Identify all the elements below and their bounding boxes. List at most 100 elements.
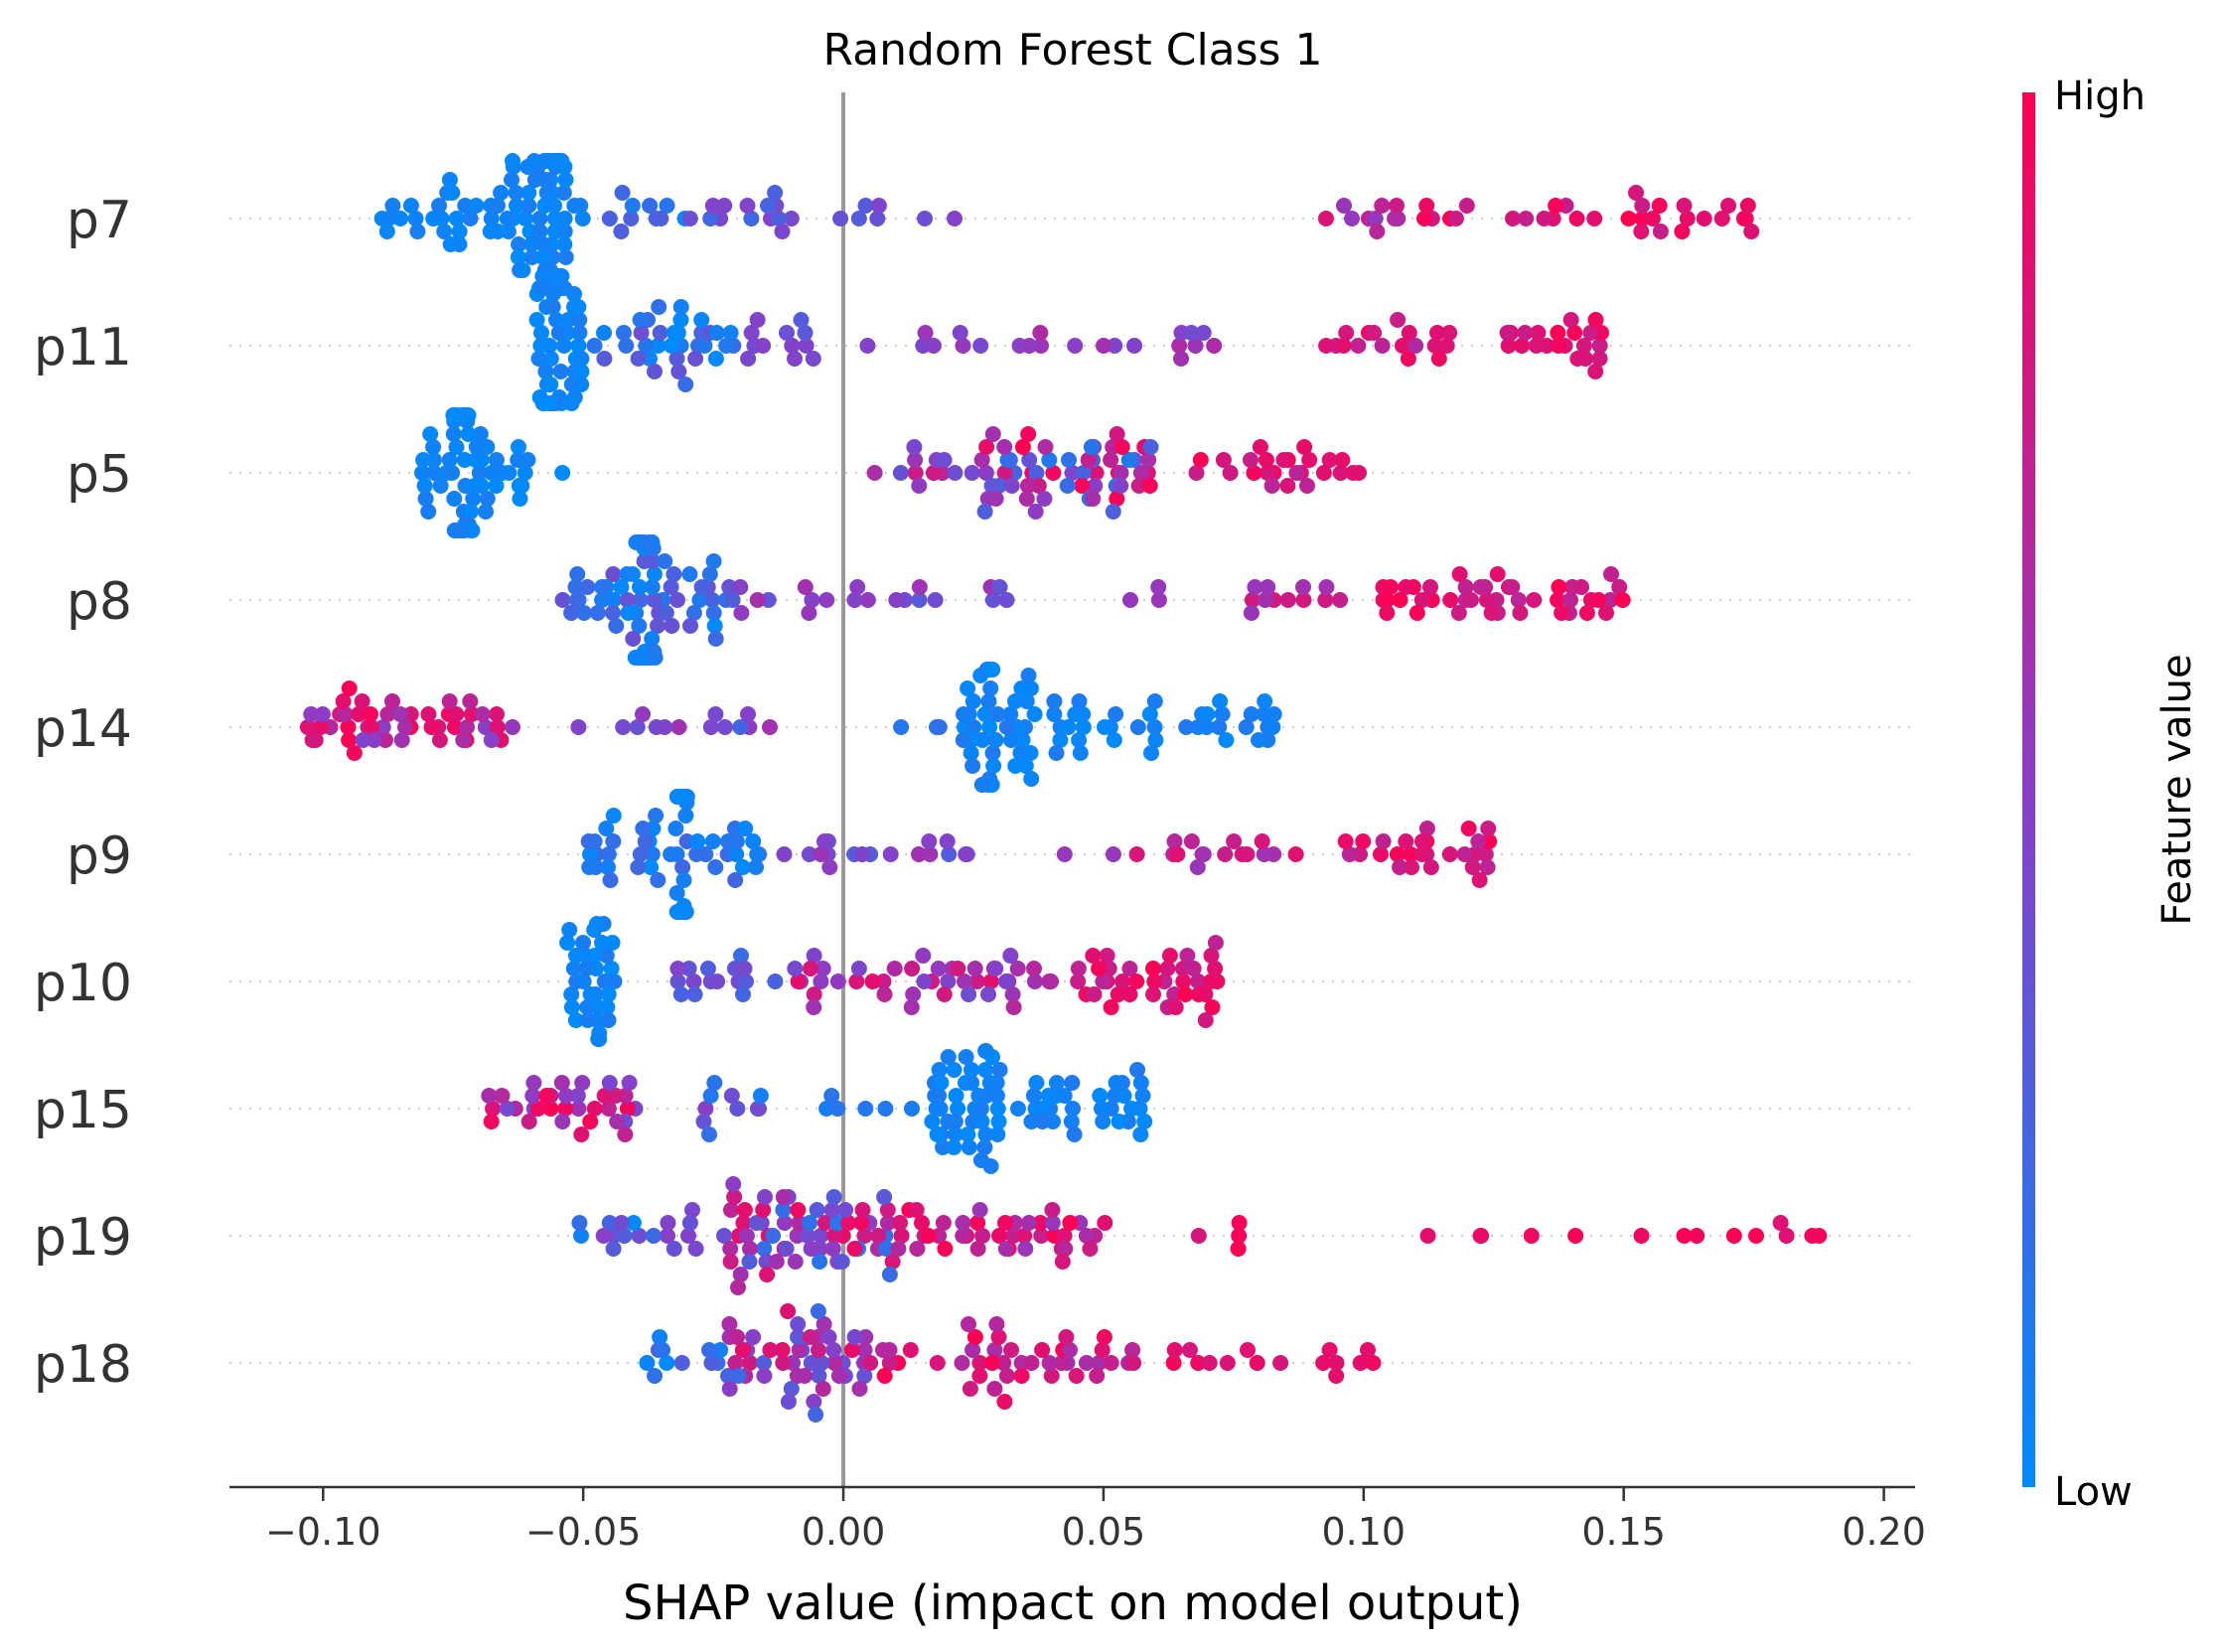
shap-point-p10 (1043, 974, 1059, 989)
shap-point-p7 (556, 224, 573, 239)
shap-point-p19 (935, 1215, 952, 1231)
shap-point-p15 (989, 1101, 1006, 1117)
shap-point-p18 (830, 1368, 847, 1384)
shap-point-p9 (1470, 833, 1487, 849)
shap-point-p11 (1550, 338, 1566, 354)
shap-point-p11 (1096, 338, 1112, 354)
shap-point-p9 (667, 821, 684, 836)
shap-point-p7 (520, 198, 537, 214)
shap-point-p11 (1562, 312, 1579, 328)
shap-point-p15 (1028, 1075, 1045, 1091)
shap-point-p19 (616, 1228, 633, 1244)
shap-point-p15 (1065, 1101, 1081, 1117)
shap-point-p7 (767, 185, 784, 201)
shap-point-p14 (716, 719, 733, 735)
shap-point-p9 (1456, 846, 1473, 862)
feature-label-p15: p15 (34, 1081, 132, 1140)
shap-point-p15 (485, 1101, 502, 1117)
shap-point-p5 (1299, 478, 1315, 494)
shap-point-p14 (931, 719, 948, 735)
shap-point-p11 (1206, 338, 1223, 354)
shap-point-p19 (742, 1241, 758, 1257)
shap-point-p7 (771, 211, 787, 226)
shap-point-p14 (1014, 732, 1031, 748)
shap-point-p11 (571, 325, 588, 341)
shap-point-p10 (950, 961, 966, 976)
shap-point-p18 (1181, 1342, 1198, 1358)
shap-point-p11 (530, 351, 547, 367)
shap-point-p11 (740, 351, 757, 367)
shap-point-p5 (1112, 465, 1129, 481)
shap-point-p15 (749, 1101, 766, 1117)
shap-point-p8 (1279, 592, 1296, 608)
shap-point-p18 (1201, 1355, 1218, 1371)
shap-point-p19 (884, 1254, 901, 1270)
shap-point-p18 (961, 1316, 976, 1332)
shap-point-p8 (1317, 592, 1334, 608)
shap-point-p9 (748, 859, 764, 875)
shap-point-p15 (958, 1049, 974, 1065)
shap-point-p15 (1025, 1088, 1042, 1104)
shap-point-p5 (1334, 452, 1351, 468)
shap-point-p15 (950, 1101, 966, 1117)
shap-point-p8 (619, 566, 636, 582)
shap-point-p18 (881, 1355, 898, 1371)
colorbar (2022, 92, 2035, 1487)
shap-point-p11 (550, 325, 567, 341)
shap-point-p18 (1003, 1342, 1019, 1358)
shap-point-p8 (984, 592, 1001, 608)
shap-point-p10 (590, 1031, 607, 1047)
shap-point-p14 (635, 706, 651, 722)
shap-point-p14 (982, 680, 999, 696)
shap-point-p19 (741, 1254, 758, 1270)
shap-point-p8 (1550, 592, 1566, 608)
shap-point-p7 (1620, 211, 1637, 226)
shap-point-p15 (1129, 1062, 1145, 1078)
shap-point-p7 (425, 211, 442, 226)
shap-point-p19 (823, 1202, 840, 1218)
shap-point-p7 (441, 172, 458, 188)
shap-point-p14 (505, 719, 520, 735)
shap-point-p19 (730, 1279, 746, 1295)
shap-point-p15 (1027, 1101, 1044, 1117)
shap-point-p5 (456, 452, 473, 468)
shap-point-p10 (606, 974, 623, 989)
shap-point-p7 (555, 185, 572, 201)
shap-point-p5 (1021, 452, 1038, 468)
shap-point-p11 (955, 338, 971, 354)
shap-point-p5 (1192, 452, 1209, 468)
shap-point-p11 (670, 364, 687, 379)
shap-point-p18 (826, 1355, 843, 1371)
shap-point-p7 (499, 211, 516, 226)
shap-point-p19 (1005, 1228, 1022, 1244)
shap-point-p15 (931, 1062, 948, 1078)
shap-point-p15 (1108, 1075, 1124, 1091)
shap-point-p14 (1212, 693, 1229, 709)
shap-point-p15 (946, 1062, 963, 1078)
shap-point-p19 (787, 1254, 804, 1270)
shap-point-p19 (969, 1215, 986, 1231)
shap-point-p7 (1447, 211, 1464, 226)
shap-point-p19 (660, 1228, 675, 1244)
x-tick-label: −0.05 (525, 1510, 641, 1554)
shap-point-p7 (451, 236, 468, 252)
shap-point-p9 (821, 859, 838, 875)
shap-point-p15 (586, 1101, 603, 1117)
shap-point-p19 (735, 1215, 752, 1231)
shap-point-p7 (556, 159, 573, 175)
shap-point-p5 (1113, 439, 1130, 455)
shap-point-p14 (1264, 719, 1281, 735)
shap-point-p5 (422, 426, 439, 442)
shap-point-p7 (1633, 224, 1650, 239)
shap-point-p15 (553, 1075, 570, 1091)
shap-point-p14 (304, 732, 321, 748)
shap-point-p5 (964, 465, 980, 481)
shap-point-p5 (1064, 465, 1081, 481)
shap-point-p8 (1451, 566, 1468, 582)
shap-point-p19 (1778, 1228, 1795, 1244)
shap-point-p15 (524, 1088, 541, 1104)
shap-point-p5 (984, 426, 1001, 442)
shap-point-p9 (1265, 846, 1282, 862)
shap-point-p10 (1128, 974, 1145, 989)
shap-point-p19 (1772, 1215, 1789, 1231)
